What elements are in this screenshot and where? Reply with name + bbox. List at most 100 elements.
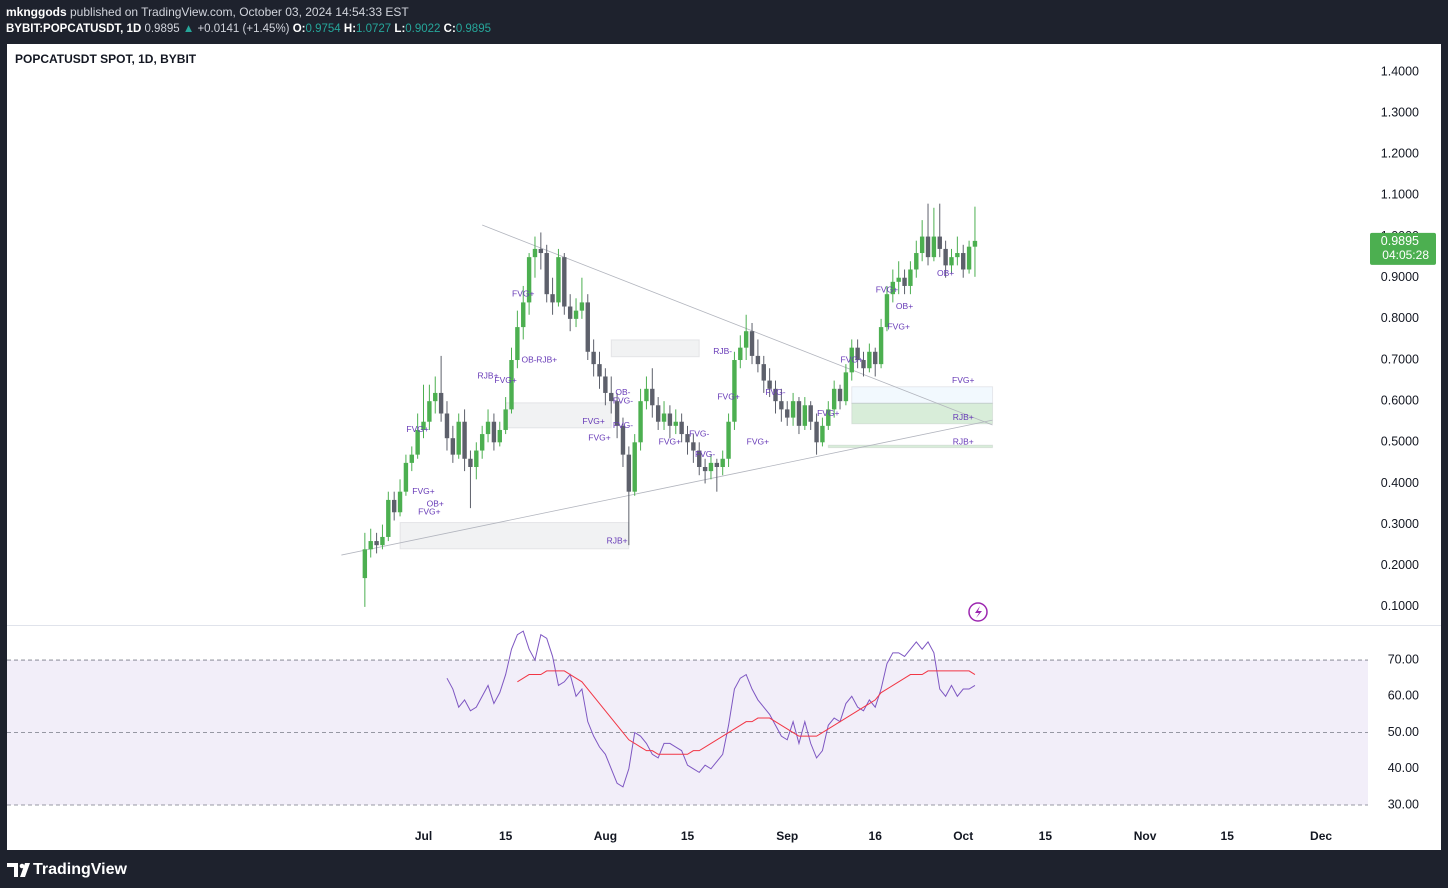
rsi-line: [446, 630, 976, 788]
candle-body: [931, 236, 937, 258]
change: +0.0141 (+1.45%): [197, 23, 290, 35]
zone: [399, 522, 630, 550]
y-tick-label: 0.2000: [1381, 558, 1419, 572]
annotation: RJB-: [713, 346, 732, 356]
candle-body: [779, 401, 784, 410]
annotation: OB-: [615, 387, 630, 397]
zone: [610, 339, 700, 358]
zone: [851, 402, 994, 425]
candle-body: [949, 257, 954, 266]
candle-body: [491, 421, 497, 443]
logo: [7, 863, 30, 877]
x-tick-label: Oct: [953, 829, 973, 843]
last: 0.9895: [144, 23, 180, 35]
y-tick-label: 0.5000: [1381, 435, 1419, 449]
annotation: FVG+: [588, 432, 610, 442]
low: 0.9022: [405, 23, 441, 35]
y-tick-label: 30.00: [1388, 797, 1419, 811]
candle-body: [873, 351, 878, 365]
candle-body: [714, 462, 720, 467]
annotation: RJB+: [478, 371, 499, 381]
y-tick-label: 1.3000: [1381, 105, 1419, 119]
candle-body: [526, 257, 532, 303]
chart-area: [7, 44, 1441, 850]
annotation: FVG-: [613, 420, 633, 430]
annotation: OB+: [427, 498, 444, 508]
candle-body: [867, 351, 872, 369]
candle-body: [433, 392, 438, 402]
candle-body: [743, 331, 749, 348]
candle-body: [462, 421, 467, 459]
author: mknggods: [6, 5, 67, 19]
high: 1.0727: [356, 23, 392, 35]
candle-body: [585, 302, 590, 352]
up-arrow: ▲: [182, 23, 195, 35]
candle-body: [427, 401, 432, 422]
y-tick-label: 70.00: [1388, 652, 1419, 666]
candle-body: [403, 462, 409, 492]
x-tick-label: 15: [1039, 829, 1053, 843]
candle-body: [609, 392, 614, 402]
candle-body: [550, 294, 555, 303]
candle-body: [567, 306, 573, 319]
candle-body: [673, 421, 678, 426]
candle-body: [914, 253, 919, 270]
candle-body: [456, 421, 461, 455]
candle-body: [785, 409, 790, 418]
zone: [851, 386, 994, 404]
candle-body: [562, 257, 567, 307]
candle-body: [579, 302, 585, 311]
candle-body: [409, 454, 414, 463]
candle-body: [497, 429, 502, 443]
candle-body: [544, 253, 549, 295]
x-tick-label: Nov: [1134, 829, 1157, 843]
open: 0.9754: [305, 23, 341, 35]
alert-icon: [968, 602, 988, 622]
y-tick-label: 0.4000: [1381, 476, 1419, 490]
candle-body: [438, 392, 444, 414]
l-label: L:: [394, 23, 406, 35]
candle-body: [597, 364, 602, 377]
candle-body: [573, 310, 579, 319]
candle-body: [556, 257, 561, 303]
candle-body: [368, 541, 373, 550]
candle-body: [972, 240, 978, 247]
annotation: FVG+: [582, 416, 604, 426]
candle-body: [773, 388, 778, 402]
chart-title: POPCATUSDT SPOT, 1D, BYBIT: [15, 52, 197, 66]
y-tick-label: 0.1000: [1381, 599, 1419, 613]
annotation: FVG+: [887, 321, 909, 331]
candle-body: [790, 401, 796, 418]
y-tick-label: 1.4000: [1381, 64, 1419, 78]
candle-body: [837, 388, 843, 402]
y-tick-label: 40.00: [1388, 761, 1419, 775]
candle-body: [902, 277, 907, 286]
price-tag: [1370, 232, 1436, 265]
candle-body: [415, 429, 420, 455]
candle-body: [685, 434, 690, 443]
candle-body: [614, 401, 620, 426]
quote-line: BYBIT:POPCATUSDT, 1D 0.9895 ▲ +0.0141 (+…: [6, 21, 491, 38]
candle-body: [691, 442, 696, 451]
x-tick-label: 15: [1221, 829, 1235, 843]
candle-body: [661, 413, 667, 422]
candle-body: [450, 438, 456, 455]
candle-body: [855, 347, 860, 361]
candle-body: [644, 388, 649, 402]
candle-body: [391, 499, 397, 513]
annotation: RJB+: [607, 535, 628, 545]
trendline: [482, 224, 993, 426]
y-tick-label: 0.9000: [1381, 270, 1419, 284]
alert-bolt: [975, 606, 982, 618]
annotation: FVG+: [418, 507, 440, 517]
candle-body: [890, 281, 896, 295]
publish-line: mknggods published on TradingView.com, O…: [6, 4, 491, 21]
h-label: H:: [343, 23, 357, 35]
candle-body: [755, 355, 761, 365]
footer: [0, 850, 1448, 888]
zone: [505, 402, 612, 429]
candle-body: [509, 360, 514, 410]
candle-body: [632, 442, 637, 492]
